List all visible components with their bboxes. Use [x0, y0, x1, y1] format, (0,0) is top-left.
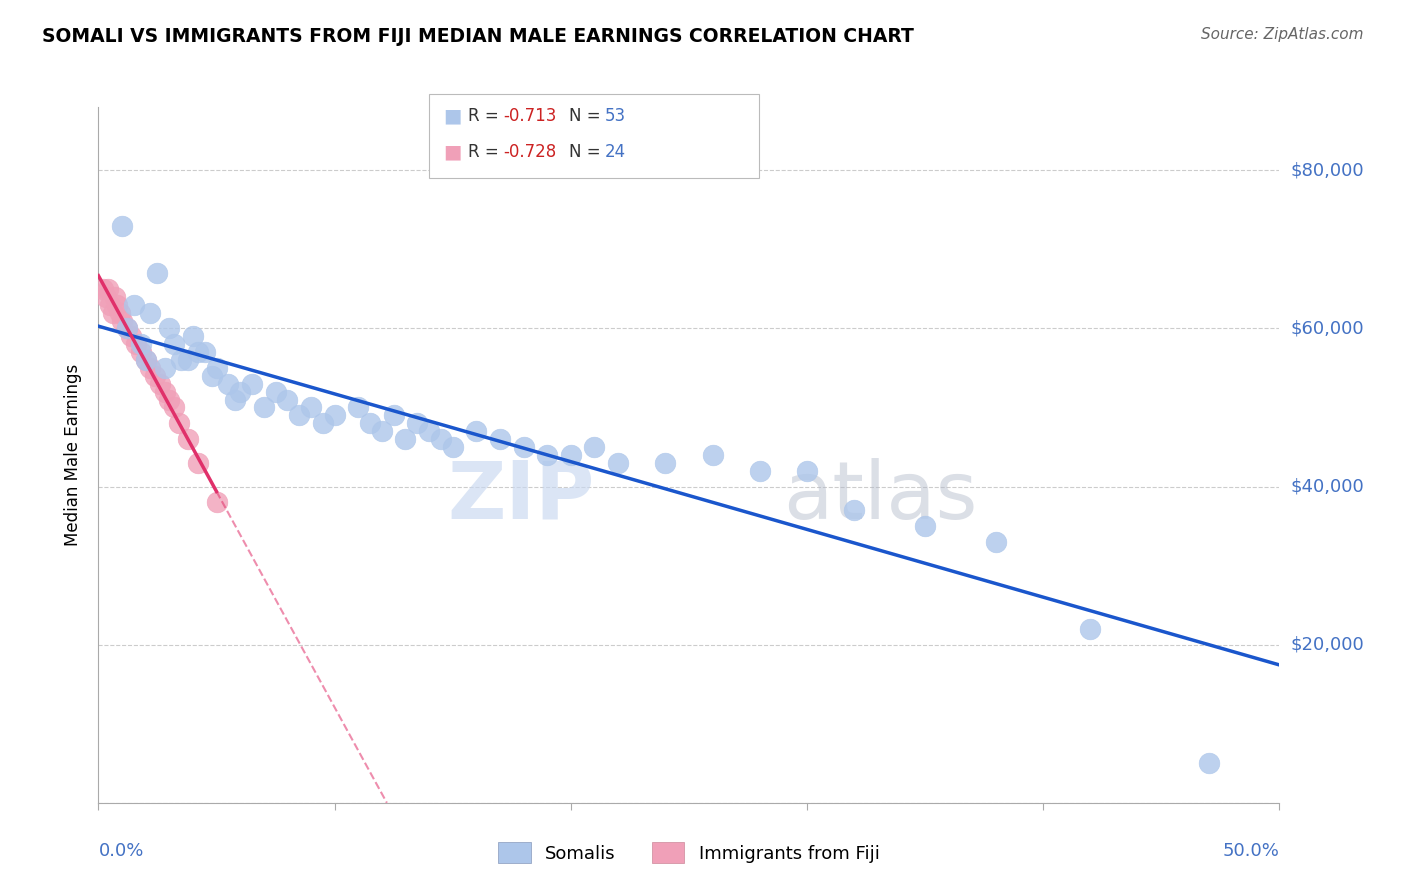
Point	[1080, 622, 1102, 636]
Point	[654, 456, 676, 470]
Point	[560, 448, 582, 462]
Point	[224, 392, 246, 407]
Text: atlas: atlas	[783, 458, 977, 536]
Point	[105, 298, 128, 312]
Point	[139, 305, 162, 319]
Point	[181, 329, 204, 343]
Point	[115, 321, 138, 335]
Point	[98, 298, 121, 312]
Point	[167, 417, 190, 431]
Point	[135, 353, 157, 368]
Point	[111, 313, 134, 327]
Text: $20,000: $20,000	[1291, 636, 1364, 654]
Legend: Somalis, Immigrants from Fiji: Somalis, Immigrants from Fiji	[491, 835, 887, 871]
Point	[312, 417, 335, 431]
Point	[240, 376, 263, 391]
Point	[748, 464, 770, 478]
Point	[583, 440, 606, 454]
Point	[323, 409, 346, 423]
Point	[187, 456, 209, 470]
Point	[153, 361, 176, 376]
Text: $60,000: $60,000	[1291, 319, 1364, 337]
Point	[163, 401, 186, 415]
Point	[194, 345, 217, 359]
Point	[170, 353, 193, 368]
Point	[253, 401, 276, 415]
Point	[129, 337, 152, 351]
Point	[914, 519, 936, 533]
Point	[122, 298, 145, 312]
Point	[418, 424, 440, 438]
Point	[347, 401, 370, 415]
Point	[139, 361, 162, 376]
Point	[276, 392, 298, 407]
Point	[406, 417, 429, 431]
Point	[205, 361, 228, 376]
Point	[201, 368, 224, 383]
Point	[101, 305, 124, 319]
Point	[108, 305, 131, 319]
Point	[97, 282, 120, 296]
Y-axis label: Median Male Earnings: Median Male Earnings	[65, 364, 83, 546]
Point	[205, 495, 228, 509]
Point	[104, 290, 127, 304]
Point	[157, 392, 180, 407]
Text: N =: N =	[569, 143, 606, 161]
Point	[512, 440, 534, 454]
Point	[299, 401, 322, 415]
Point	[844, 503, 866, 517]
Text: ■: ■	[443, 106, 461, 126]
Text: Source: ZipAtlas.com: Source: ZipAtlas.com	[1201, 27, 1364, 42]
Point	[121, 329, 143, 343]
Point	[229, 384, 252, 399]
Point	[288, 409, 311, 423]
Text: $40,000: $40,000	[1291, 477, 1364, 496]
Point	[984, 534, 1007, 549]
Point	[149, 376, 172, 391]
Text: 53: 53	[605, 107, 626, 125]
Point	[115, 321, 138, 335]
Point	[394, 432, 416, 446]
Text: R =: R =	[468, 107, 505, 125]
Text: SOMALI VS IMMIGRANTS FROM FIJI MEDIAN MALE EARNINGS CORRELATION CHART: SOMALI VS IMMIGRANTS FROM FIJI MEDIAN MA…	[42, 27, 914, 45]
Point	[217, 376, 239, 391]
Point	[607, 456, 630, 470]
Point	[143, 368, 166, 383]
Text: -0.728: -0.728	[503, 143, 557, 161]
Point	[536, 448, 558, 462]
Point	[153, 384, 176, 399]
Text: R =: R =	[468, 143, 505, 161]
Point	[146, 266, 169, 280]
Text: 24: 24	[605, 143, 626, 161]
Point	[91, 282, 114, 296]
Text: ■: ■	[443, 142, 461, 161]
Text: 0.0%: 0.0%	[98, 842, 143, 860]
Point	[177, 353, 200, 368]
Point	[111, 219, 134, 233]
Point	[382, 409, 405, 423]
Point	[489, 432, 512, 446]
Point	[125, 337, 148, 351]
Point	[264, 384, 287, 399]
Point	[94, 290, 117, 304]
Point	[465, 424, 488, 438]
Text: -0.713: -0.713	[503, 107, 557, 125]
Text: 50.0%: 50.0%	[1223, 842, 1279, 860]
Point	[163, 337, 186, 351]
Point	[359, 417, 381, 431]
Point	[187, 345, 209, 359]
Point	[1198, 756, 1220, 771]
Point	[796, 464, 818, 478]
Point	[702, 448, 724, 462]
Point	[371, 424, 394, 438]
Text: N =: N =	[569, 107, 606, 125]
Text: ZIP: ZIP	[447, 458, 595, 536]
Point	[177, 432, 200, 446]
Point	[430, 432, 453, 446]
Point	[157, 321, 180, 335]
Text: $80,000: $80,000	[1291, 161, 1364, 179]
Point	[129, 345, 152, 359]
Point	[135, 353, 157, 368]
Point	[441, 440, 464, 454]
